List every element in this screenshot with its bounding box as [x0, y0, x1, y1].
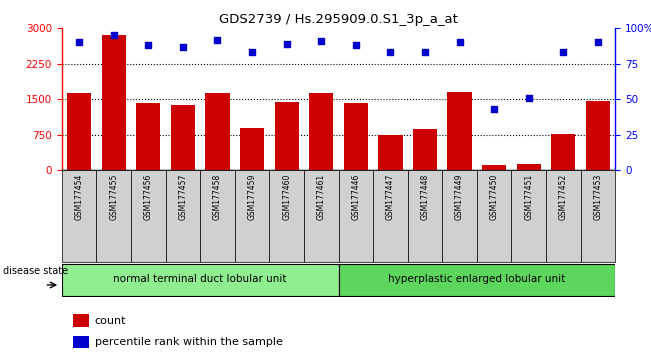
Bar	[171, 105, 195, 170]
Text: GSM177455: GSM177455	[109, 173, 118, 220]
Point	[558, 50, 568, 55]
Text: count: count	[94, 316, 126, 326]
Point	[316, 38, 326, 44]
Text: GSM177456: GSM177456	[144, 173, 153, 220]
Point	[592, 40, 603, 45]
Bar	[62, 264, 339, 296]
Bar	[482, 165, 506, 170]
Bar	[96, 170, 131, 262]
Bar	[275, 102, 299, 170]
Bar	[131, 170, 165, 262]
Bar	[586, 101, 610, 170]
Bar	[102, 35, 126, 170]
Bar	[200, 170, 235, 262]
Bar	[517, 164, 541, 170]
Point	[74, 40, 85, 45]
Text: GSM177448: GSM177448	[421, 173, 430, 220]
Bar	[339, 264, 615, 296]
Point	[385, 50, 396, 55]
Title: GDS2739 / Hs.295909.0.S1_3p_a_at: GDS2739 / Hs.295909.0.S1_3p_a_at	[219, 13, 458, 26]
Text: GSM177458: GSM177458	[213, 173, 222, 220]
Bar	[73, 336, 89, 348]
Point	[143, 42, 154, 48]
Bar	[304, 170, 339, 262]
Bar	[235, 170, 270, 262]
Text: hyperplastic enlarged lobular unit: hyperplastic enlarged lobular unit	[388, 274, 566, 284]
Text: GSM177457: GSM177457	[178, 173, 187, 220]
Bar	[447, 92, 472, 170]
Point	[420, 50, 430, 55]
Text: GSM177451: GSM177451	[524, 173, 533, 220]
Text: GSM177459: GSM177459	[247, 173, 256, 220]
Point	[178, 44, 188, 50]
Text: GSM177454: GSM177454	[75, 173, 83, 220]
Text: GSM177452: GSM177452	[559, 173, 568, 220]
Bar	[378, 136, 402, 170]
Bar	[73, 314, 89, 327]
Text: GSM177461: GSM177461	[317, 173, 326, 220]
Point	[281, 41, 292, 47]
Bar	[581, 170, 615, 262]
Point	[109, 33, 119, 38]
Bar	[373, 170, 408, 262]
Text: GSM177447: GSM177447	[386, 173, 395, 220]
Point	[351, 42, 361, 48]
Text: GSM177450: GSM177450	[490, 173, 499, 220]
Bar	[339, 170, 373, 262]
Bar	[240, 129, 264, 170]
Point	[523, 95, 534, 101]
Bar	[165, 170, 200, 262]
Bar	[67, 93, 91, 170]
Bar	[62, 170, 96, 262]
Bar	[546, 170, 581, 262]
Text: GSM177449: GSM177449	[455, 173, 464, 220]
Point	[489, 106, 499, 112]
Bar	[205, 93, 230, 170]
Bar	[136, 103, 160, 170]
Bar	[408, 170, 442, 262]
Bar	[309, 92, 333, 170]
Text: normal terminal duct lobular unit: normal terminal duct lobular unit	[113, 274, 287, 284]
Bar	[270, 170, 304, 262]
Bar	[413, 129, 437, 170]
Text: GSM177453: GSM177453	[594, 173, 602, 220]
Bar	[442, 170, 477, 262]
Point	[212, 37, 223, 42]
Point	[454, 40, 465, 45]
Point	[247, 50, 257, 55]
Text: GSM177460: GSM177460	[282, 173, 291, 220]
Text: percentile rank within the sample: percentile rank within the sample	[94, 337, 283, 347]
Bar	[344, 103, 368, 170]
Bar	[477, 170, 512, 262]
Text: disease state: disease state	[3, 266, 68, 276]
Bar	[512, 170, 546, 262]
Text: GSM177446: GSM177446	[352, 173, 360, 220]
Bar	[551, 134, 575, 170]
